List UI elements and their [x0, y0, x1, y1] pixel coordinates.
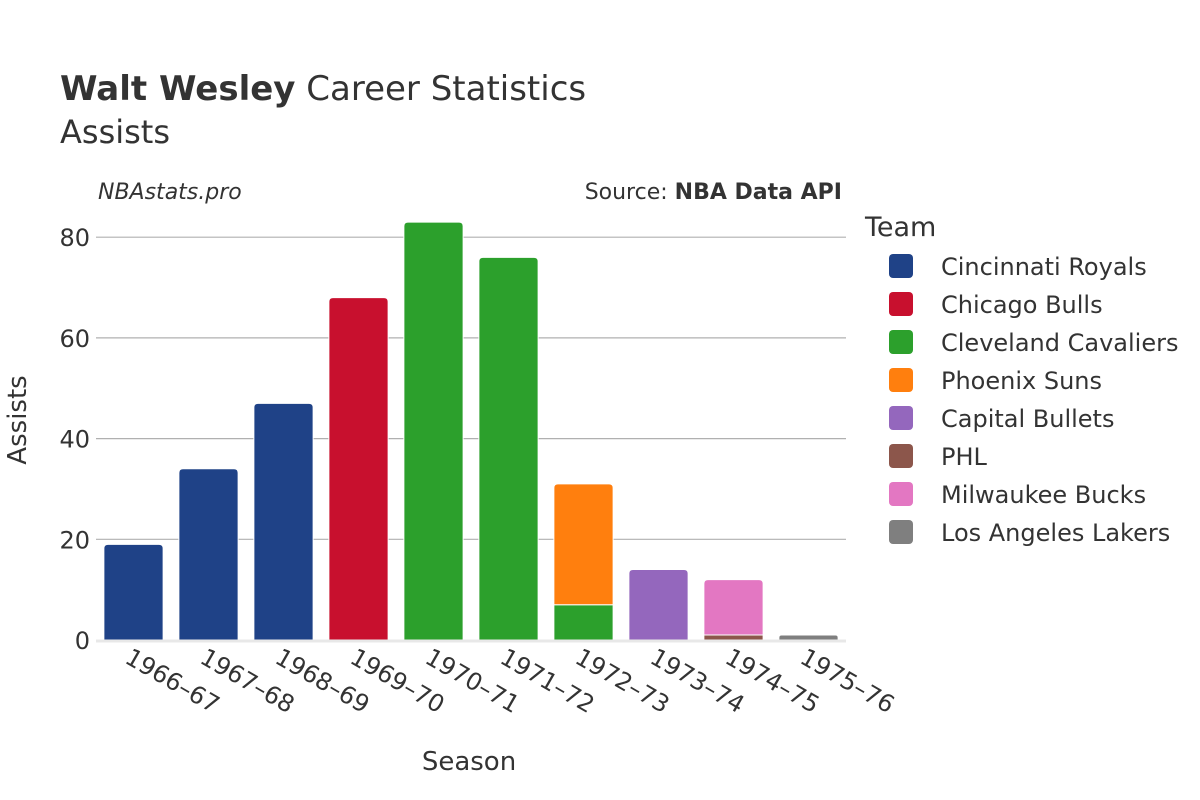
legend-swatch: [889, 520, 913, 544]
y-tick-label: 20: [59, 526, 90, 554]
bar-segment: [178, 468, 239, 641]
bar-segment: [103, 543, 164, 641]
legend-swatch: [889, 444, 913, 468]
legend-item[interactable]: Capital Bullets: [889, 405, 1114, 433]
bars: [103, 221, 839, 641]
y-tick-label: 0: [75, 627, 90, 655]
bar-segment: [253, 402, 314, 641]
bar-segment: [403, 221, 464, 641]
bar-segment: [328, 297, 389, 641]
legend-label: Milwaukee Bucks: [941, 481, 1146, 509]
legend-item[interactable]: Phoenix Suns: [889, 367, 1102, 395]
y-tick-label: 40: [59, 426, 90, 454]
x-axis-title: Season: [422, 747, 516, 777]
legend-item[interactable]: Los Angeles Lakers: [889, 519, 1170, 547]
legend-item[interactable]: Cincinnati Royals: [889, 253, 1147, 281]
legend-item[interactable]: Chicago Bulls: [889, 291, 1103, 319]
legend-swatch: [889, 368, 913, 392]
bar-segment: [553, 483, 614, 606]
legend-item[interactable]: PHL: [889, 443, 988, 471]
legend-swatch: [889, 254, 913, 278]
bar-segment: [778, 634, 839, 641]
chart-title: Walt Wesley Career Statistics: [60, 69, 586, 109]
legend-label: Capital Bullets: [941, 405, 1114, 433]
legend-swatch: [889, 406, 913, 430]
source-prefix: Source:: [585, 180, 675, 205]
chart-title-rest: Career Statistics: [295, 69, 586, 109]
legend-label: Cincinnati Royals: [941, 253, 1147, 281]
legend-label: Phoenix Suns: [941, 367, 1102, 395]
legend-label: PHL: [941, 443, 988, 471]
source-label: Source: NBA Data API: [585, 180, 842, 205]
legend-item[interactable]: Cleveland Cavaliers: [889, 329, 1178, 357]
legend-title: Team: [864, 212, 936, 243]
source-name: NBA Data API: [675, 180, 842, 205]
legend-item[interactable]: Milwaukee Bucks: [889, 481, 1146, 509]
bar-segment: [478, 256, 539, 641]
chart-subtitle: Assists: [60, 113, 170, 151]
bar-segment: [553, 604, 614, 641]
y-tick-labels: 0 20 40 60 80: [59, 224, 90, 655]
grid-lines: [96, 236, 846, 540]
legend-swatch: [889, 292, 913, 316]
x-tick-labels: 1966–671967–681968–691969–701970–711971–…: [121, 643, 900, 719]
legend: Cincinnati Royals Chicago Bulls Cleveland …: [889, 253, 1178, 547]
legend-label: Cleveland Cavaliers: [941, 329, 1178, 357]
bar-segment: [628, 569, 689, 641]
watermark: NBAstats.pro: [98, 180, 242, 205]
legend-swatch: [889, 482, 913, 506]
chart-title-bold: Walt Wesley: [60, 69, 295, 109]
y-tick-label: 80: [59, 224, 90, 252]
bar-segment: [703, 579, 764, 636]
y-axis-title: Assists: [3, 375, 33, 464]
y-tick-label: 60: [59, 325, 90, 353]
legend-label: Chicago Bulls: [941, 291, 1103, 319]
bar-segment: [703, 634, 764, 641]
legend-swatch: [889, 330, 913, 354]
legend-label: Los Angeles Lakers: [941, 519, 1170, 547]
